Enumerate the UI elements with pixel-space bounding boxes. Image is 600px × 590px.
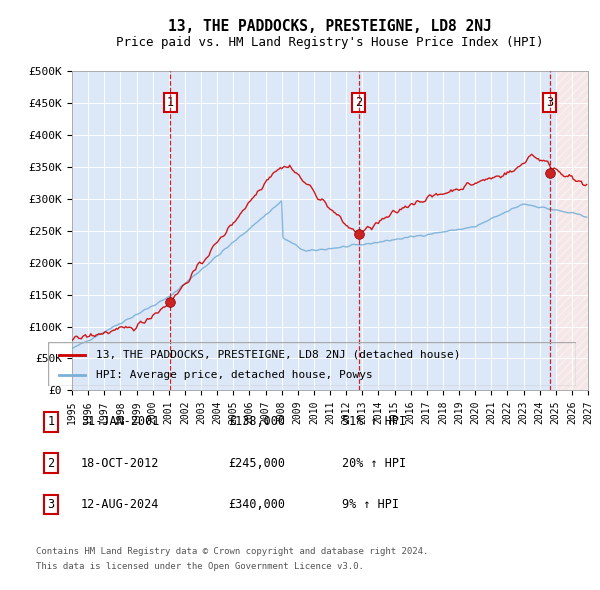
- Text: 2: 2: [47, 457, 55, 470]
- Text: 18-OCT-2012: 18-OCT-2012: [81, 457, 160, 470]
- Text: 3: 3: [47, 498, 55, 511]
- Text: 2: 2: [355, 96, 362, 109]
- Text: 3: 3: [546, 96, 553, 109]
- Text: 1: 1: [47, 415, 55, 428]
- Text: £138,000: £138,000: [228, 415, 285, 428]
- Text: 20% ↑ HPI: 20% ↑ HPI: [342, 457, 406, 470]
- Text: 31-JAN-2001: 31-JAN-2001: [81, 415, 160, 428]
- Text: 9% ↑ HPI: 9% ↑ HPI: [342, 498, 399, 511]
- Text: HPI: Average price, detached house, Powys: HPI: Average price, detached house, Powy…: [95, 371, 372, 381]
- Text: 13, THE PADDOCKS, PRESTEIGNE, LD8 2NJ: 13, THE PADDOCKS, PRESTEIGNE, LD8 2NJ: [168, 19, 492, 34]
- Text: This data is licensed under the Open Government Licence v3.0.: This data is licensed under the Open Gov…: [36, 562, 364, 571]
- Text: 12-AUG-2024: 12-AUG-2024: [81, 498, 160, 511]
- Text: Price paid vs. HM Land Registry's House Price Index (HPI): Price paid vs. HM Land Registry's House …: [116, 36, 544, 49]
- Text: Contains HM Land Registry data © Crown copyright and database right 2024.: Contains HM Land Registry data © Crown c…: [36, 547, 428, 556]
- Bar: [556, 71, 588, 391]
- Text: 51% ↑ HPI: 51% ↑ HPI: [342, 415, 406, 428]
- Text: £245,000: £245,000: [228, 457, 285, 470]
- Bar: [556, 71, 588, 391]
- Text: 1: 1: [166, 96, 173, 109]
- Text: £340,000: £340,000: [228, 498, 285, 511]
- Text: 13, THE PADDOCKS, PRESTEIGNE, LD8 2NJ (detached house): 13, THE PADDOCKS, PRESTEIGNE, LD8 2NJ (d…: [95, 350, 460, 359]
